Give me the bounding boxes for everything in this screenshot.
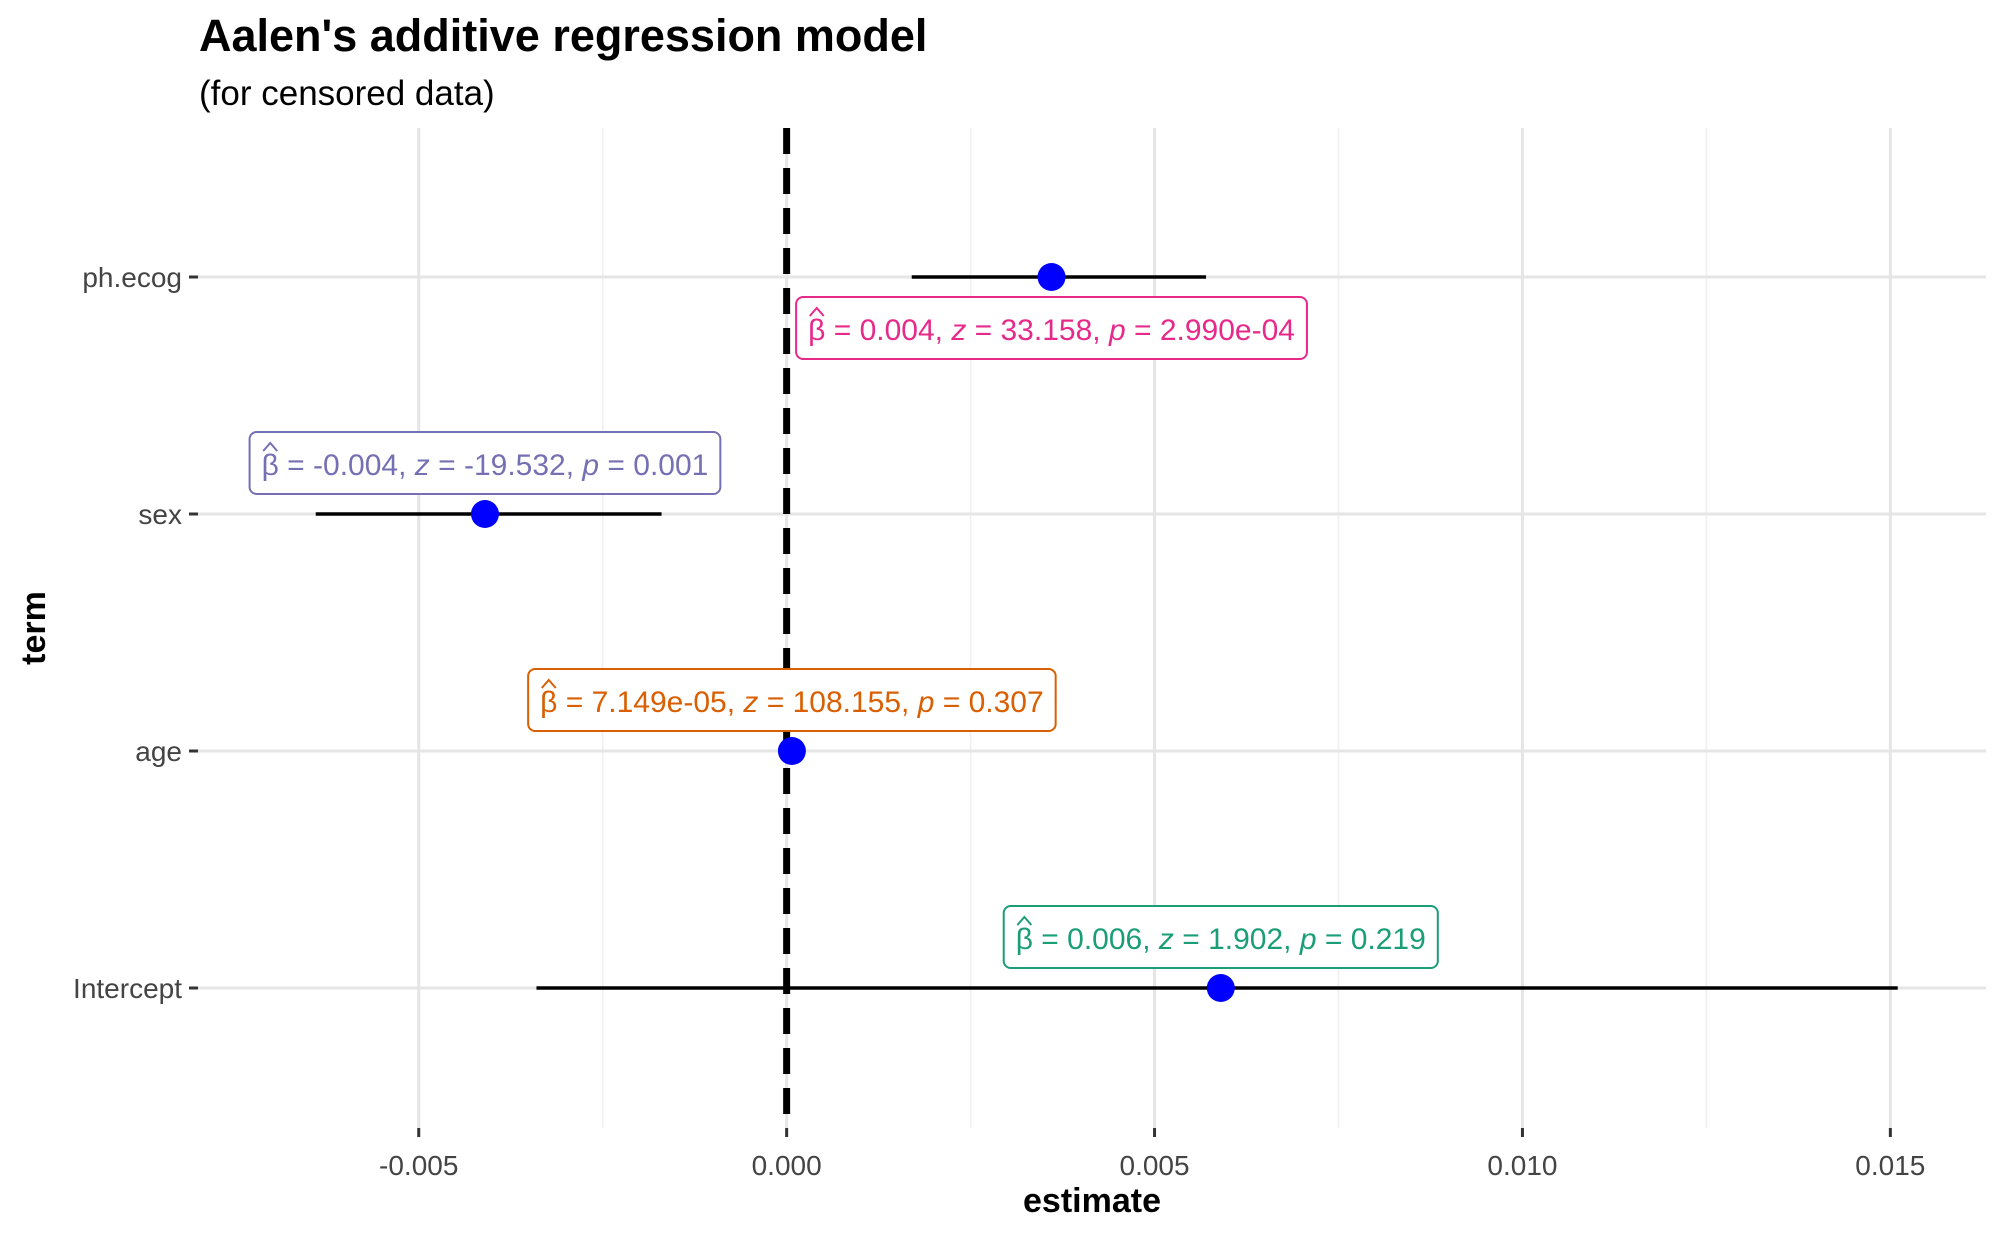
beta-value: = 7.149e-05, xyxy=(557,686,743,719)
point-intercept xyxy=(1206,974,1235,1002)
beta-value: = 0.006, xyxy=(1033,923,1159,956)
point-age xyxy=(777,737,806,765)
p-value: = 0.219 xyxy=(1317,923,1426,956)
beta-hat-icon xyxy=(262,441,278,452)
point-ph-ecog xyxy=(1037,263,1066,291)
beta-symbol: β xyxy=(262,449,279,482)
p-value: = 2.990e-04 xyxy=(1126,314,1295,347)
p-symbol: p xyxy=(581,449,599,482)
coefficient-label-ph-ecog: β = 0.004, z = 33.158, p = 2.990e-04 xyxy=(795,296,1308,360)
beta-hat-icon xyxy=(541,678,557,689)
coefficient-label-box xyxy=(527,668,1057,732)
z-value: = 108.155, xyxy=(758,686,917,719)
y-tick-label: age xyxy=(135,736,182,767)
estimate-point-layer xyxy=(470,263,1235,1002)
coefficient-label-sex: β = -0.004, z = -19.532, p = 0.001 xyxy=(248,431,722,495)
coefficient-label-age: β = 7.149e-05, z = 108.155, p = 0.307 xyxy=(527,668,1057,732)
chart-subtitle: (for censored data) xyxy=(199,74,495,113)
z-symbol: z xyxy=(742,686,758,719)
x-tick-label: 0.010 xyxy=(1487,1150,1557,1181)
z-value: = 33.158, xyxy=(966,314,1109,347)
coefficient-label-text: β = 0.004, z = 33.158, p = 2.990e-04 xyxy=(808,314,1295,347)
y-tick-label: Intercept xyxy=(73,973,182,1004)
coefficient-label-intercept: β = 0.006, z = 1.902, p = 0.219 xyxy=(1002,905,1439,969)
beta-symbol: β xyxy=(540,686,557,719)
chart-title: Aalen's additive regression model xyxy=(199,10,928,61)
z-symbol: z xyxy=(950,314,966,347)
point-sex xyxy=(470,500,499,528)
p-symbol: p xyxy=(917,686,935,719)
coefficient-label-box xyxy=(1002,905,1439,969)
p-value: = 0.307 xyxy=(934,686,1043,719)
z-symbol: z xyxy=(414,449,430,482)
x-tick-label: 0.015 xyxy=(1855,1150,1925,1181)
x-tick-label: 0.005 xyxy=(1120,1150,1190,1181)
beta-hat-icon xyxy=(808,306,825,317)
beta-hat-icon xyxy=(1016,915,1033,926)
p-symbol: p xyxy=(1108,314,1126,347)
coefficient-label-box xyxy=(795,296,1308,360)
y-tick-label: sex xyxy=(138,499,182,530)
x-tick-label: 0.000 xyxy=(752,1150,822,1181)
z-value: = 1.902, xyxy=(1174,923,1300,956)
z-value: = -19.532, xyxy=(430,449,583,482)
y-tick-label: ph.ecog xyxy=(82,262,182,293)
p-symbol: p xyxy=(1299,923,1317,956)
x-axis-title: estimate xyxy=(1023,1182,1161,1220)
coefficient-label-text: β = 7.149e-05, z = 108.155, p = 0.307 xyxy=(540,686,1044,719)
beta-value: = -0.004, xyxy=(279,449,415,482)
x-tick-label: -0.005 xyxy=(379,1150,458,1181)
z-symbol: z xyxy=(1158,923,1174,956)
coefficient-label-text: β = 0.006, z = 1.902, p = 0.219 xyxy=(1016,923,1426,956)
y-axis-title: term xyxy=(15,591,53,665)
coefficient-label-box xyxy=(248,431,722,495)
coefficient-label-text: β = -0.004, z = -19.532, p = 0.001 xyxy=(262,449,709,482)
beta-symbol: β xyxy=(1016,923,1033,956)
p-value: = 0.001 xyxy=(599,449,708,482)
confidence-interval-layer xyxy=(315,275,1898,990)
beta-value: = 0.004, xyxy=(825,314,951,347)
coefficient-label-layer: β = 0.004, z = 33.158, p = 2.990e-04β = … xyxy=(248,296,1439,969)
beta-symbol: β xyxy=(808,314,825,347)
axis-layer: -0.005 0.000 0.005 0.010 0.015 ph.ecog sex age I… xyxy=(73,262,1925,1181)
